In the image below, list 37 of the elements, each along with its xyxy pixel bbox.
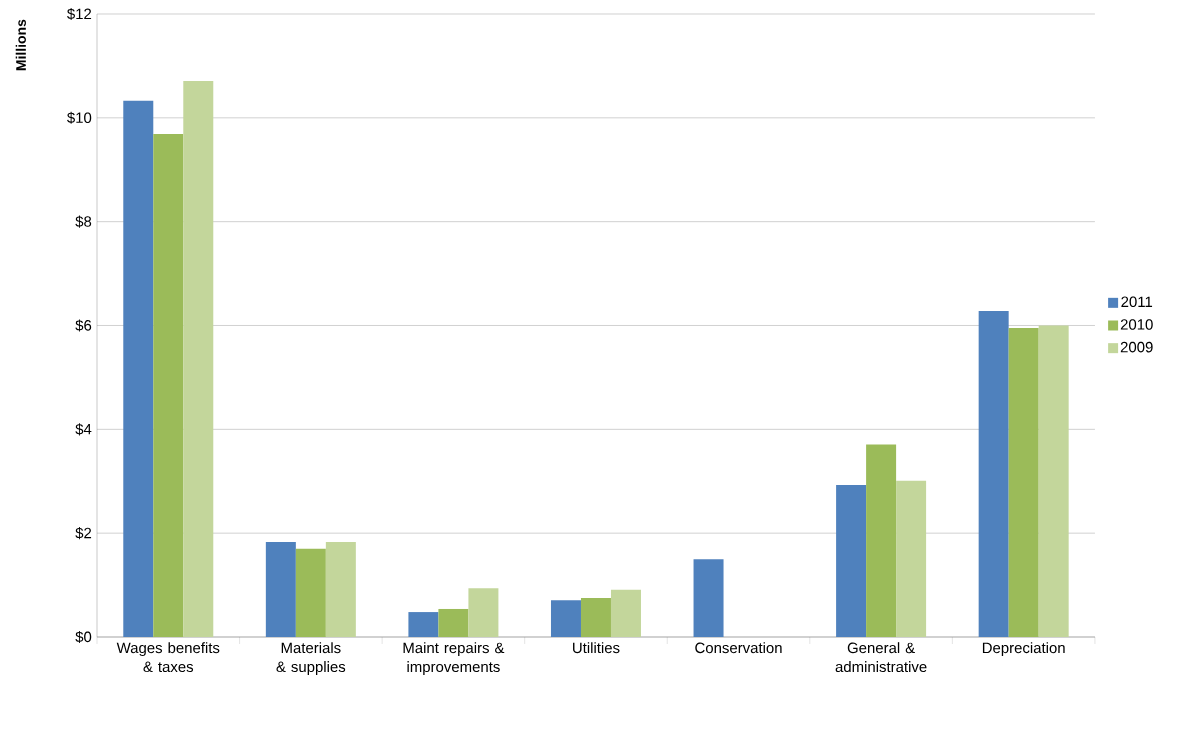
- bar: [265, 541, 296, 637]
- bar: [183, 80, 214, 637]
- bar: [468, 588, 499, 637]
- bar: [693, 559, 724, 637]
- y-tick-label: $12: [67, 7, 92, 21]
- y-tick-label: $0: [75, 630, 92, 644]
- x-tick-label: Wages benefits & taxes: [116, 642, 220, 673]
- bar: [836, 484, 867, 637]
- y-tick-label: $6: [75, 319, 92, 332]
- bar: [610, 589, 641, 637]
- x-tick-label: Materials & supplies: [276, 642, 346, 676]
- bar: [1008, 328, 1039, 637]
- legend-label: 2010: [1120, 319, 1153, 330]
- bar: [896, 480, 927, 637]
- legend-label: 2011: [1121, 296, 1153, 308]
- y-tick-label: $8: [75, 215, 92, 228]
- x-tick-label: Maint repairs & improvements: [403, 642, 505, 676]
- bar: [408, 612, 439, 637]
- legend-label: 2009: [1120, 341, 1153, 353]
- y-axis-title: Millions: [15, 19, 26, 71]
- y-tick-label: $2: [75, 527, 92, 540]
- bar: [1038, 325, 1069, 637]
- bar: [123, 100, 154, 637]
- bar: [580, 598, 611, 637]
- bar: [153, 133, 184, 637]
- bar: [325, 541, 356, 637]
- y-tick-label: $4: [75, 423, 92, 436]
- x-tick-label: Utilities: [573, 642, 620, 654]
- bar: [550, 600, 581, 637]
- y-tick-label: $10: [67, 111, 92, 124]
- x-tick-label: General & administrative: [835, 642, 927, 673]
- x-tick-label: Depreciation: [982, 642, 1065, 657]
- bar: [866, 444, 897, 637]
- bar: [978, 310, 1009, 637]
- bar: [295, 548, 326, 637]
- bar: [438, 608, 469, 637]
- x-tick-label: Conservation: [695, 642, 782, 654]
